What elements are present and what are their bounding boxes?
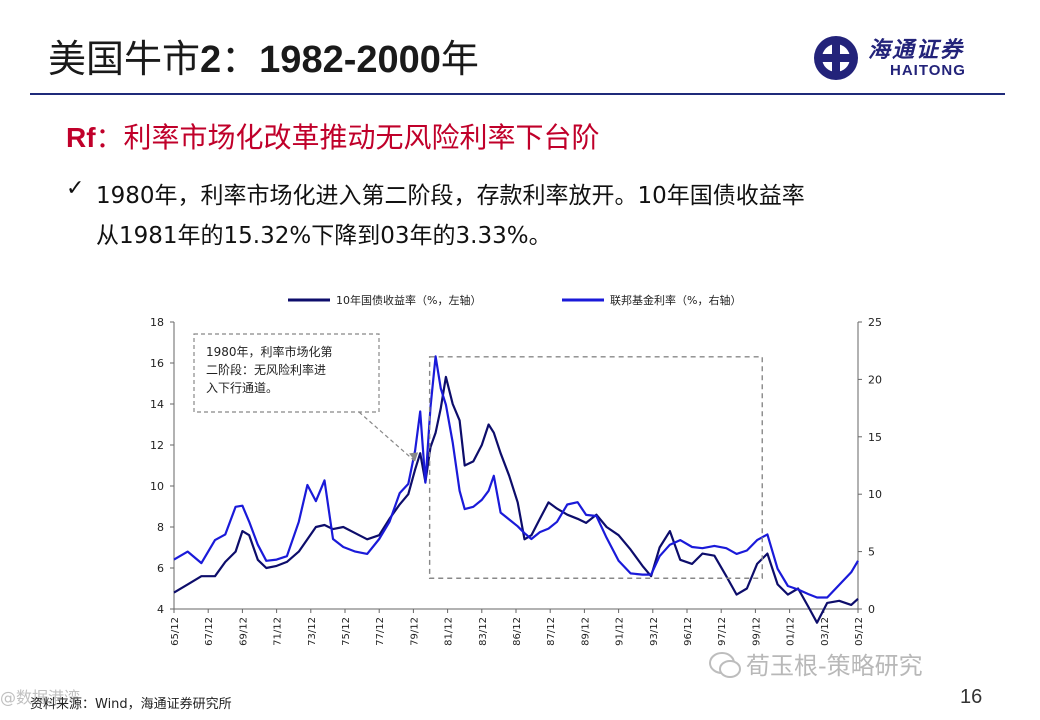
title-years: 1982-2000	[259, 39, 441, 81]
x-tick-label: 05/12	[854, 617, 865, 646]
x-tick-label: 69/12	[238, 617, 249, 646]
bull-period-box	[428, 356, 763, 579]
x-tick-label: 93/12	[649, 617, 660, 646]
subtitle-rf: Rf	[66, 122, 96, 153]
right-tick-label: 0	[868, 603, 875, 616]
right-tick-label: 10	[868, 488, 882, 501]
title-suffix: 年	[440, 37, 479, 81]
x-tick-label: 79/12	[409, 617, 420, 646]
watermark-corner: @数据港湾	[0, 688, 81, 707]
annotation-box	[193, 333, 380, 413]
x-tick-label: 89/12	[580, 617, 591, 646]
rate-chart: 10年国债收益率（%，左轴） 联邦基金利率（%，右轴） 4 6 8 10 12 14 16 1…	[150, 293, 882, 646]
x-tick-label: 77/12	[375, 617, 386, 646]
subtitle-text: ：利率市场化改革推动无风险利率下台阶	[95, 121, 600, 154]
chart-legend: 10年国债收益率（%，左轴） 联邦基金利率（%，右轴）	[288, 293, 741, 307]
watermark-text: 荀玉根-策略研究	[746, 652, 923, 680]
left-tick-label: 8	[157, 521, 164, 534]
x-tick-label: 75/12	[341, 617, 352, 646]
x-tick-label: 81/12	[444, 617, 455, 646]
chart-axes: 4 6 8 10 12 14 16 18 0 5 10 15 20 25 65/12 67/12 69/12 71…	[150, 316, 882, 646]
x-tick-label: 65/12	[170, 617, 181, 646]
x-tick-label: 91/12	[615, 617, 626, 646]
annotation-line: 入下行通道。	[206, 381, 278, 395]
right-tick-label: 15	[868, 431, 882, 444]
x-tick-label: 97/12	[717, 617, 728, 646]
title-prefix: 美国牛市	[48, 37, 201, 81]
left-tick-label: 12	[150, 439, 164, 452]
x-tick-label: 99/12	[751, 617, 762, 646]
chart-plot-area	[173, 355, 859, 624]
x-tick-label: 87/12	[546, 617, 557, 646]
annotation-line: 1980年，利率市场化第	[206, 344, 333, 359]
source-note: 资料来源：Wind，海通证券研究所	[30, 697, 232, 712]
left-tick-label: 14	[150, 398, 164, 411]
series-fed-line	[173, 355, 859, 599]
left-tick-label: 16	[150, 357, 164, 370]
page-number: 16	[960, 686, 983, 708]
title-number: 2	[200, 39, 222, 81]
bullet-line-1: 1980年，利率市场化进入第二阶段，存款利率放开。10年国债收益率	[96, 183, 805, 209]
x-tick-label: 01/12	[786, 617, 797, 646]
logo-text-cn: 海通证券	[868, 38, 965, 63]
left-tick-label: 10	[150, 480, 164, 493]
logo-text-en: HAITONG	[890, 62, 966, 79]
left-tick-label: 4	[157, 603, 164, 616]
annotation-line: 二阶段：无风险利率进	[206, 362, 326, 377]
right-tick-label: 25	[868, 316, 882, 329]
legend-label-fed: 联邦基金利率（%，右轴）	[610, 293, 741, 307]
x-tick-label: 71/12	[273, 617, 284, 646]
x-tick-label: 83/12	[478, 617, 489, 646]
bullet-line-2: 从1981年的15.32%下降到03年的3.33%。	[96, 223, 552, 249]
annotation-leader	[358, 411, 416, 462]
wechat-icon	[709, 652, 741, 678]
x-tick-label: 96/12	[683, 617, 694, 646]
x-tick-label: 67/12	[204, 617, 215, 646]
right-tick-label: 20	[868, 373, 882, 386]
subtitle: Rf：利率市场化改革推动无风险利率下台阶	[66, 116, 600, 156]
haitong-logo-icon	[814, 36, 858, 80]
page-title: 美国牛市2：1982-2000年	[48, 28, 479, 83]
x-tick-label: 86/12	[512, 617, 523, 646]
x-tick-label: 73/12	[307, 617, 318, 646]
right-tick-label: 5	[868, 546, 875, 559]
checkmark-icon: ✓	[66, 176, 85, 201]
title-separator: ：	[221, 37, 260, 81]
series-10y-line	[173, 375, 859, 624]
x-tick-label: 03/12	[820, 617, 831, 646]
left-tick-label: 6	[157, 562, 164, 575]
annotation-arrowhead	[409, 452, 419, 462]
legend-label-10y: 10年国债收益率（%，左轴）	[336, 293, 481, 307]
left-tick-label: 18	[150, 316, 164, 329]
header-rule	[30, 93, 1005, 95]
